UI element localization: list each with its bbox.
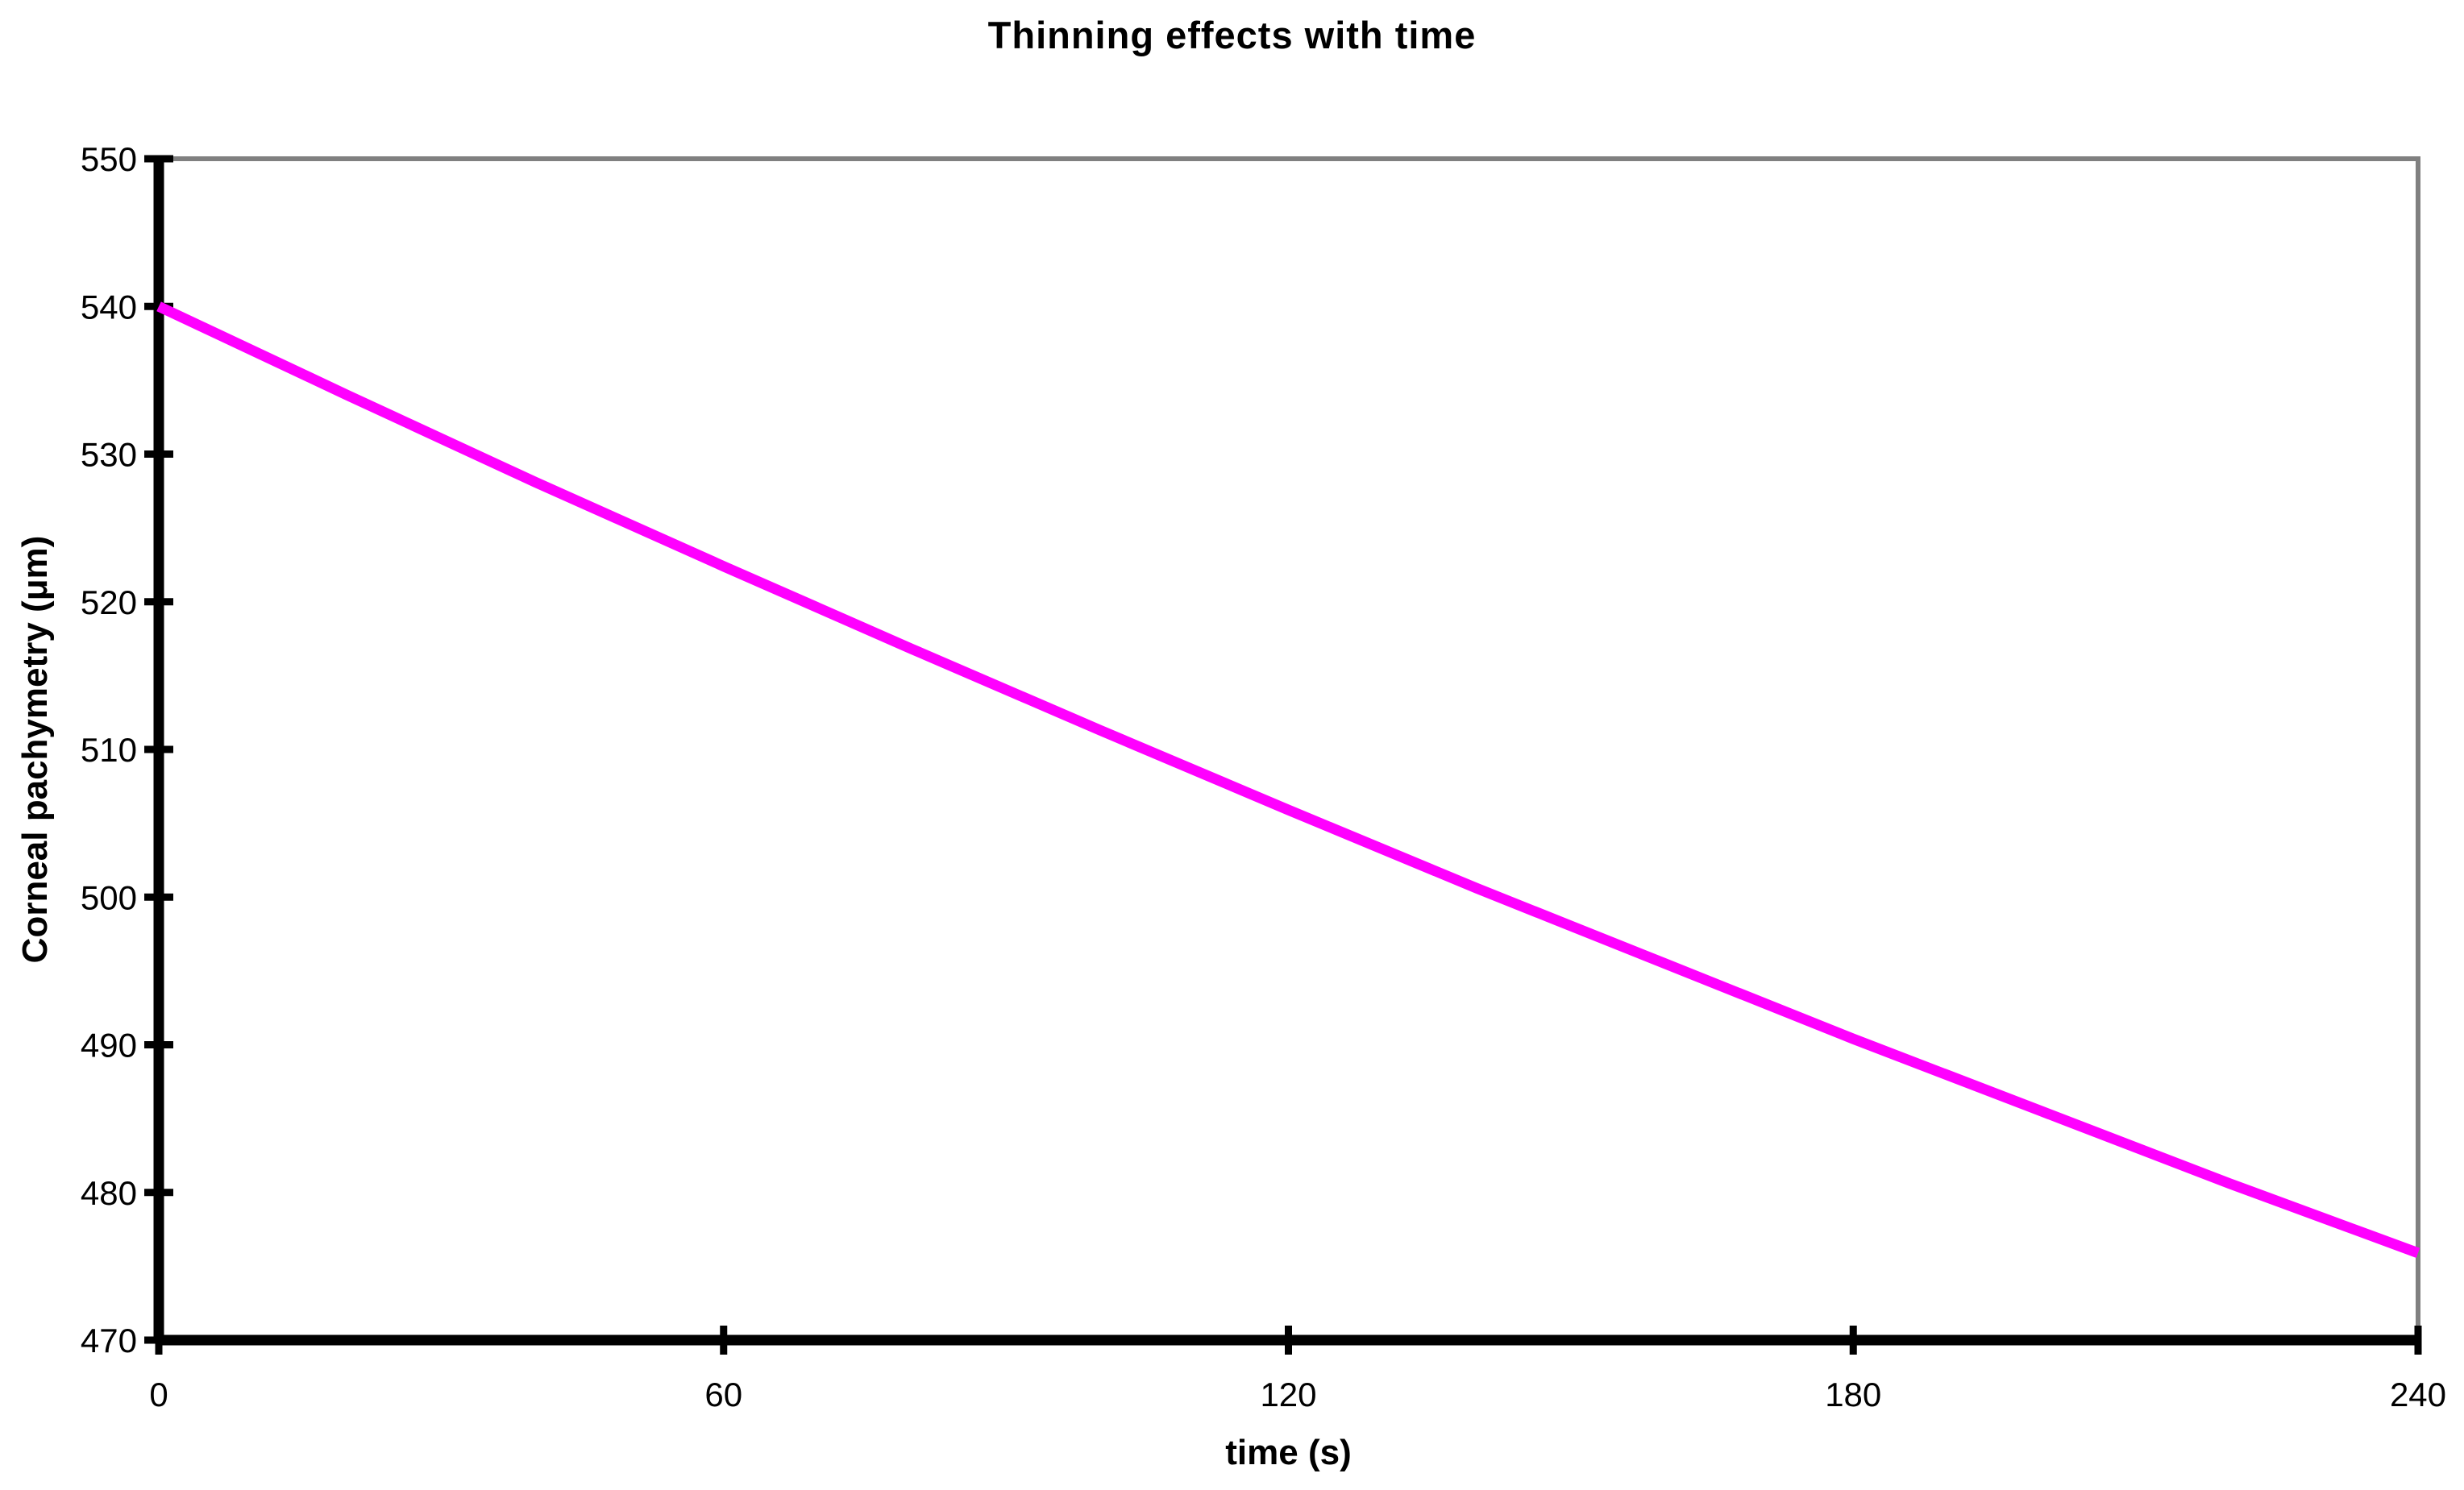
x-tick-label: 60 bbox=[704, 1376, 742, 1413]
x-tick-label: 180 bbox=[1825, 1376, 1881, 1413]
y-tick-label: 480 bbox=[81, 1174, 137, 1212]
y-tick-label: 510 bbox=[81, 731, 137, 769]
x-tick-label: 0 bbox=[149, 1376, 168, 1413]
y-tick-label: 520 bbox=[81, 583, 137, 621]
plot-border bbox=[159, 156, 2420, 1340]
x-tick-label: 240 bbox=[2390, 1376, 2446, 1413]
y-tick-label: 550 bbox=[81, 140, 137, 178]
y-tick-label: 500 bbox=[81, 878, 137, 916]
y-tick-label: 490 bbox=[81, 1027, 137, 1065]
chart-title: Thinning effects with time bbox=[987, 14, 1477, 56]
y-tick-label: 540 bbox=[81, 288, 137, 326]
x-axis-title: time (s) bbox=[1225, 1433, 1352, 1472]
y-tick-label: 470 bbox=[81, 1322, 137, 1359]
y-tick-label: 530 bbox=[81, 436, 137, 474]
x-tick-label: 120 bbox=[1260, 1376, 1316, 1413]
series-line bbox=[156, 301, 2420, 1258]
